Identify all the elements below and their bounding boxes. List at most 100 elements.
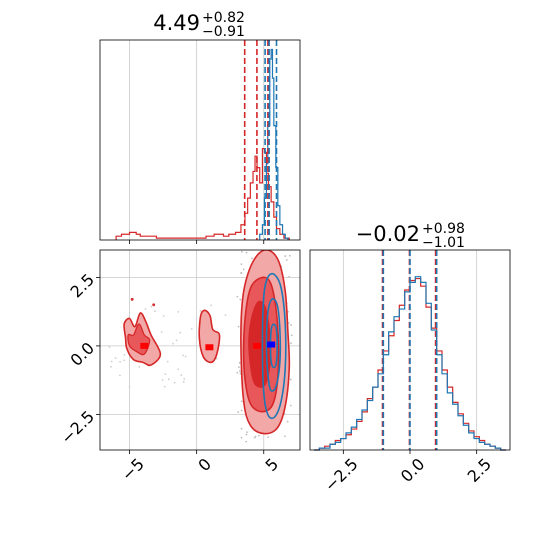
scatter-point: [238, 361, 241, 364]
hist-y-tick-label-0: −2.5: [321, 454, 362, 495]
scatter-point: [166, 360, 169, 363]
scatter-point: [240, 427, 243, 430]
scatter-point: [258, 434, 260, 437]
scatter-point: [167, 378, 170, 381]
scatter-point: [177, 368, 180, 371]
panel-contour-2d: −5 0 5 −2.5 0.0 2.5: [57, 249, 301, 485]
panel-hist-x: 4.49 +0.82 −0.91: [99, 10, 301, 244]
red-contour-cluster-mid: [198, 309, 221, 364]
hist-x-ticks: [129, 240, 265, 244]
hist-x-series: [115, 48, 290, 240]
scatter-point: [288, 254, 291, 257]
scatter-point: [215, 357, 218, 360]
scatter-point: [245, 440, 248, 443]
scatter-point: [240, 436, 243, 439]
scatter-point: [144, 308, 147, 310]
scatter-point: [240, 263, 243, 266]
scatter-point: [287, 322, 290, 324]
scatter-point: [289, 404, 292, 407]
hist-x-quantile-lines: [243, 40, 278, 240]
scatter-point: [114, 357, 117, 359]
hist-x-frame: [99, 39, 301, 241]
red-peak-marker-2: [253, 342, 262, 349]
scatter-point: [236, 371, 239, 374]
contour-frame: [99, 249, 301, 451]
scatter-point: [290, 324, 293, 326]
scatter-point: [290, 342, 292, 345]
scatter-point: [180, 374, 183, 377]
scatter-point: [162, 315, 165, 317]
scatter-point: [240, 271, 243, 274]
hist-y-title-value: −0.02: [356, 222, 420, 246]
red-peak-marker-1: [205, 344, 214, 351]
scatter-point: [240, 409, 243, 412]
hist-y-tick-label-1: 0.0: [397, 454, 428, 485]
scatter-point: [110, 365, 112, 368]
hist-y-title-minus: −1.01: [422, 235, 465, 251]
scatter-point: [163, 385, 166, 388]
scatter-point: [128, 385, 131, 388]
scatter-point: [182, 354, 185, 357]
scatter-point: [177, 310, 180, 313]
hist-x-title-minus: −0.91: [202, 24, 245, 40]
scatter-point: [241, 250, 243, 253]
scatter-point: [283, 435, 286, 438]
scatter-point: [267, 436, 270, 439]
hist-y-ticks: −2.5 0.0 2.5: [321, 450, 495, 495]
scatter-point: [110, 360, 113, 363]
red-scatter-point-1: [152, 303, 156, 307]
scatter-point: [242, 268, 245, 271]
blue-contour-inner: [269, 323, 278, 369]
contour-x-tick-label-1: 0: [194, 454, 215, 475]
red-peak-marker-0: [140, 342, 149, 349]
scatter-point: [286, 420, 289, 423]
scatter-point: [123, 354, 126, 356]
hist-x-title-plus: +0.82: [202, 10, 245, 26]
contour-y-tick-label-0: −2.5: [57, 407, 98, 448]
scatter-point: [173, 381, 176, 384]
scatter-point: [288, 275, 291, 278]
scatter-point: [245, 433, 248, 436]
contour-plot-area: [108, 250, 293, 443]
scatter-point: [199, 310, 202, 312]
scatter-point: [161, 379, 164, 381]
blue-contour-middle: [265, 298, 282, 392]
blue-peak-marker: [267, 341, 276, 348]
scatter-point: [175, 339, 178, 342]
scatter-point: [245, 431, 248, 434]
scatter-point: [224, 314, 227, 317]
scatter-point: [150, 305, 153, 308]
scatter-point: [183, 377, 186, 380]
scatter-point: [240, 400, 243, 403]
scatter-point: [238, 370, 241, 372]
scatter-point: [172, 342, 174, 345]
scatter-point: [284, 255, 287, 257]
scatter-point: [237, 411, 240, 414]
scatter-point: [254, 435, 257, 438]
scatter-point: [182, 380, 185, 383]
scatter-point: [184, 355, 187, 358]
red-scatter-point-0: [130, 297, 134, 301]
scatter-point: [286, 259, 288, 261]
scatter-point: [251, 257, 253, 260]
hist-x-series-red: [115, 147, 290, 240]
scatter-point: [289, 378, 292, 381]
hist-y-quantile-lines: [381, 250, 438, 450]
blue-contour-outer: [261, 272, 287, 420]
scatter-point: [237, 325, 240, 328]
scatter-point: [108, 346, 111, 348]
contour-y-tick-label-1: 0.0: [67, 338, 98, 369]
scatter-point: [210, 304, 212, 307]
scatter-point: [236, 295, 239, 298]
scatter-point: [123, 359, 126, 362]
scatter-point: [164, 373, 167, 376]
contour-x-tick-label-0: −5: [118, 454, 148, 484]
scatter-point: [138, 366, 141, 368]
hist-y-tick-label-2: 2.5: [464, 454, 495, 485]
scatter-point: [190, 327, 193, 330]
contour-y-tick-label-2: 2.5: [67, 270, 98, 301]
scatter-point: [119, 360, 121, 363]
contour-x-tick-label-2: 5: [262, 454, 283, 475]
scatter-point: [245, 251, 248, 254]
